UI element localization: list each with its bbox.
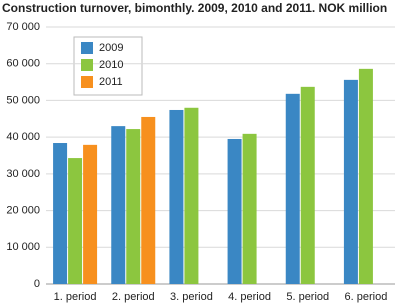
legend-swatch — [81, 42, 93, 54]
bar — [227, 138, 242, 284]
bar — [343, 79, 358, 285]
x-tick-label: 5. period — [286, 291, 329, 303]
x-tick-label: 6. period — [345, 291, 388, 303]
chart-title: Construction turnover, bimonthly. 2009, … — [2, 1, 387, 15]
x-tick-label: 1. period — [54, 291, 97, 303]
y-tick-label: 0 — [34, 278, 40, 290]
bar — [68, 158, 83, 284]
y-tick-label: 40 000 — [6, 131, 40, 143]
y-tick-label: 50 000 — [6, 94, 40, 106]
legend-label: 2010 — [99, 59, 123, 71]
bar — [242, 133, 257, 284]
bar — [83, 144, 98, 284]
bar — [141, 116, 156, 284]
legend-swatch — [81, 76, 93, 88]
bar — [111, 126, 126, 284]
y-tick-label: 70 000 — [6, 21, 40, 33]
bar — [300, 86, 315, 284]
x-tick-label: 3. period — [170, 291, 213, 303]
y-tick-label: 10 000 — [6, 241, 40, 253]
x-tick-label: 4. period — [228, 291, 271, 303]
bar — [285, 93, 300, 284]
legend-swatch — [81, 59, 93, 71]
y-tick-label: 20 000 — [6, 204, 40, 216]
y-tick-label: 60 000 — [6, 58, 40, 70]
bar — [126, 129, 141, 284]
bar — [184, 107, 199, 285]
bar — [53, 143, 68, 284]
y-tick-label: 30 000 — [6, 168, 40, 180]
legend-label: 2009 — [99, 42, 123, 54]
bar — [169, 109, 184, 284]
bar — [358, 68, 373, 285]
legend-label: 2011 — [99, 76, 123, 88]
x-tick-label: 2. period — [112, 291, 155, 303]
